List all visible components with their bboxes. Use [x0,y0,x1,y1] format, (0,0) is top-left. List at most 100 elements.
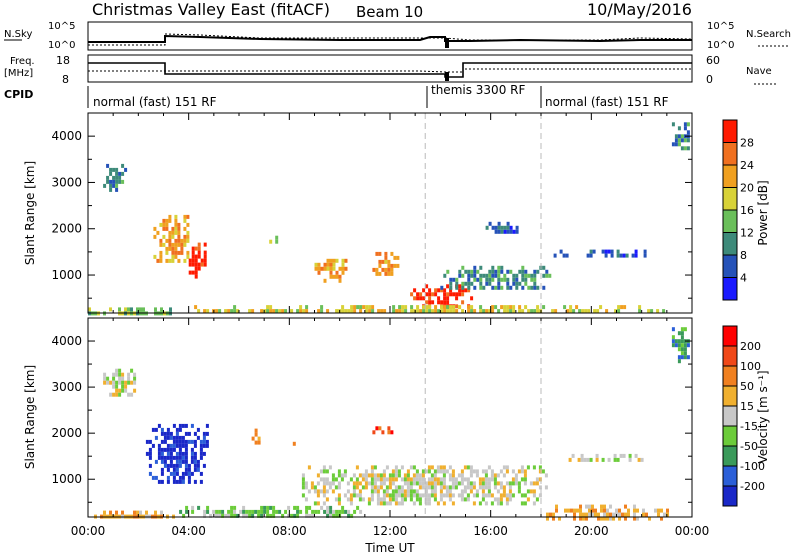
cpid-segment-3: normal (fast) 151 RF [545,95,669,109]
colorbar-swatch [723,142,737,166]
y-tick-label: 4000 [51,334,82,348]
beam-label: Beam 10 [356,3,423,21]
power-echo-region [188,242,207,279]
colorbar-tick-label: -50 [740,440,758,453]
colorbar-tick-label: 28 [740,137,754,150]
freq-tick-bottom: 8 [62,73,69,86]
power-colorbar: 4 8 12 16 20 24 28 [722,119,754,301]
colorbar-swatch [723,120,737,143]
power-echo-region [372,251,400,276]
colorbar-swatch [723,446,737,467]
colorbar-swatch [723,165,737,188]
velocity-colorbar: 200 100 50 15 -15 -50 -100 -200 [722,325,765,507]
colorbar-tick-label: 20 [740,182,754,195]
colorbar-swatch [723,366,737,387]
power-echo-region [314,258,348,283]
colorbar-tick-label: -100 [740,460,765,473]
velocity-echo-region [568,453,644,462]
colorbar-tick-label: 200 [740,340,761,353]
colorbar-swatch [723,466,737,487]
colorbar-swatch [723,232,737,256]
nsearch-tick-bottom: 10^0 [707,40,734,51]
colorbar-swatch [723,406,737,427]
y-tick-label: 4000 [51,129,82,143]
nave-label: Nave [746,66,772,77]
x-tick-label: 12:00 [373,524,408,538]
colorbar-swatch [723,210,737,233]
colorbar-tick-label: 15 [740,400,754,413]
power-echo-region [553,249,647,258]
colorbar-swatch [723,386,737,407]
freq-tick-top: 18 [56,54,70,67]
y-tick-label: 2000 [51,426,82,440]
colorbar-tick-label: 100 [740,360,761,373]
velocity-echo-region [251,428,261,445]
colorbar-swatch [723,486,737,507]
power-echo-region [269,235,279,244]
x-tick-label: 00:00 [71,524,106,538]
velocity-echo-region [372,426,394,435]
colorbar-swatch [723,346,737,367]
cpid-segment-2: themis 3300 RF [431,83,525,97]
velocity-echo-region [546,504,669,521]
nsearch-trace [88,33,693,46]
power-echo-region [485,221,519,234]
nave-trace [88,68,692,73]
y-tick-label: 2000 [51,222,82,236]
power-echo-region [88,307,172,316]
nsearch-tick-top: 10^5 [707,21,734,32]
velocity-ylabel: Slant Range [km] [23,365,37,469]
x-tick-label: 08:00 [272,524,307,538]
velocity-echo-region [179,505,363,518]
y-tick-label: 1000 [51,268,82,282]
velocity-echo-region [103,368,137,397]
colorbar-tick-label: 50 [740,380,754,393]
power-ylabel: Slant Range [km] [23,161,37,265]
velocity-echo-region [292,441,296,446]
date-label: 10/May/2016 [587,0,692,19]
colorbar-tick-label: 24 [740,159,754,172]
nave-tick-top: 60 [706,54,720,67]
velocity-panel: 1000 2000 3000 4000 00:00 04:00 08:00 12:00 16:0… [23,317,710,538]
nave-tick-bottom: 0 [706,73,713,86]
x-tick-label: 00:00 [675,524,710,538]
freq-label-2: [MHz] [4,68,33,79]
velocity-echo-region [301,465,548,506]
nsky-tick-top: 10^5 [48,21,75,32]
cpid-label: CPID [4,88,33,101]
colorbar-swatch [723,326,737,347]
colorbar-tick-label: 12 [740,227,754,240]
nsearch-label: N.Search [746,29,791,40]
power-colorbar-label: Power [dB] [756,180,770,245]
velocity-echo-region [671,327,690,364]
velocity-echo-region [145,423,209,484]
velocity-colorbar-label: Velocity [m s⁻¹] [756,370,770,463]
power-echo-region [153,214,190,263]
power-panel: 1000 2000 3000 4000 Slant Range [km] [23,112,693,316]
colorbar-swatch [723,255,737,278]
colorbar-tick-label: -15 [740,420,758,433]
time-axis-label: Time UT [364,541,415,554]
colorbar-swatch [723,426,737,447]
power-echo-region [103,163,128,192]
freq-trace [88,62,692,78]
x-tick-label: 20:00 [574,524,609,538]
colorbar-tick-label: -200 [740,480,765,493]
station-title: Christmas Valley East (fitACF) [92,0,330,19]
cpid-panel: CPID normal (fast) 151 RF themis 3300 RF… [4,83,669,109]
power-frame [87,112,693,314]
y-tick-label: 1000 [51,472,82,486]
colorbar-swatch [723,187,737,211]
power-echo-region [440,265,552,290]
nsky-label: N.Sky [4,29,32,40]
nsky-panel: N.Sky 10^5 10^0 10^5 10^0 N.Search [4,21,791,51]
y-tick-label: 3000 [51,175,82,189]
freq-label-1: Freq. [10,56,35,67]
colorbar-tick-label: 4 [740,272,747,285]
y-tick-label: 3000 [51,380,82,394]
freq-panel: Freq. [MHz] 18 8 60 0 Nave [4,54,778,86]
power-echo-region [194,305,666,314]
nsky-trace [88,34,692,43]
